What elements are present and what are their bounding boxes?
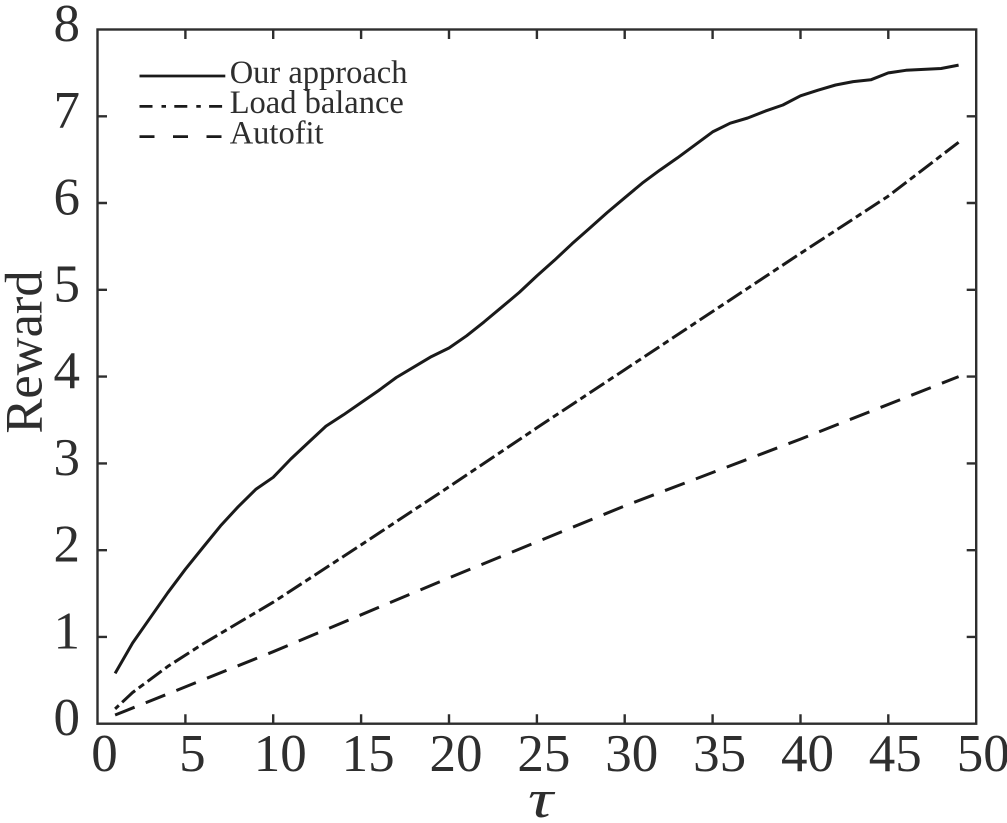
svg-text:35: 35: [693, 725, 746, 783]
svg-text:45: 45: [869, 725, 922, 783]
svg-text:Autofit: Autofit: [230, 115, 324, 151]
svg-text:5: 5: [179, 725, 206, 783]
svg-text:0: 0: [91, 725, 118, 783]
svg-text:8: 8: [54, 0, 81, 53]
svg-text:5: 5: [54, 255, 81, 313]
svg-text:Our approach: Our approach: [230, 55, 408, 91]
svg-text:6: 6: [54, 169, 81, 227]
svg-text:3: 3: [54, 429, 81, 487]
svg-text:25: 25: [517, 725, 570, 783]
svg-text:2: 2: [54, 516, 81, 574]
svg-text:10: 10: [254, 725, 307, 783]
svg-text:40: 40: [781, 725, 834, 783]
svg-text:τ: τ: [528, 769, 556, 823]
svg-text:20: 20: [430, 725, 483, 783]
svg-text:30: 30: [605, 725, 658, 783]
svg-text:7: 7: [54, 82, 81, 140]
svg-text:1: 1: [54, 602, 81, 660]
svg-text:Load balance: Load balance: [230, 85, 404, 121]
svg-text:4: 4: [54, 342, 81, 400]
svg-text:50: 50: [957, 725, 1007, 783]
svg-text:0: 0: [54, 689, 81, 747]
svg-text:Reward: Reward: [0, 270, 53, 433]
svg-text:15: 15: [342, 725, 395, 783]
